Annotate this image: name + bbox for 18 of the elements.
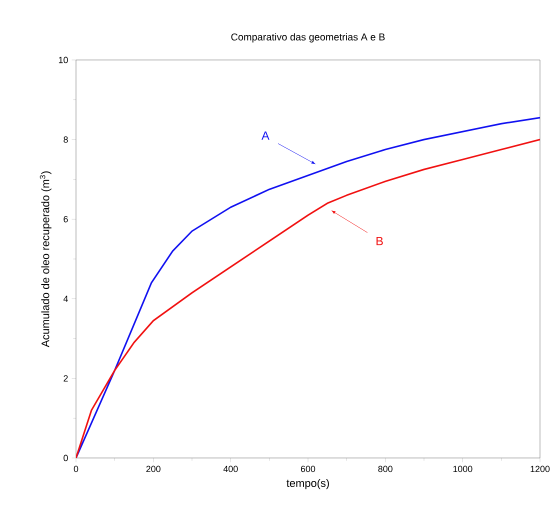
y-tick-label: 6 [64,216,68,222]
x-tick-label: 200 [146,466,160,472]
x-tick-label: 800 [378,466,392,472]
y-tick-label: 8 [64,136,68,143]
y-tick-label: 4 [63,296,68,302]
chart-title: Comparativo das geometrias A e B [231,33,385,42]
x-axis-title: tempo(s) [286,478,329,490]
y-tick-label: 0 [64,454,68,462]
x-tick-label: 400 [223,466,238,472]
x-tick-label: 0 [74,466,78,472]
annotation: B [376,236,383,246]
x-tick-label: 1200 [530,466,550,472]
x-tick-label: 1000 [453,466,472,472]
y-axis-title: Acumulado de oleo recuperado (m$^{3}$) [40,171,52,348]
x-tick-label: 600 [300,466,316,472]
y-tick-label: 10 [58,56,68,64]
y-tick-label: 2 [64,375,68,382]
annotation: A [262,132,270,140]
